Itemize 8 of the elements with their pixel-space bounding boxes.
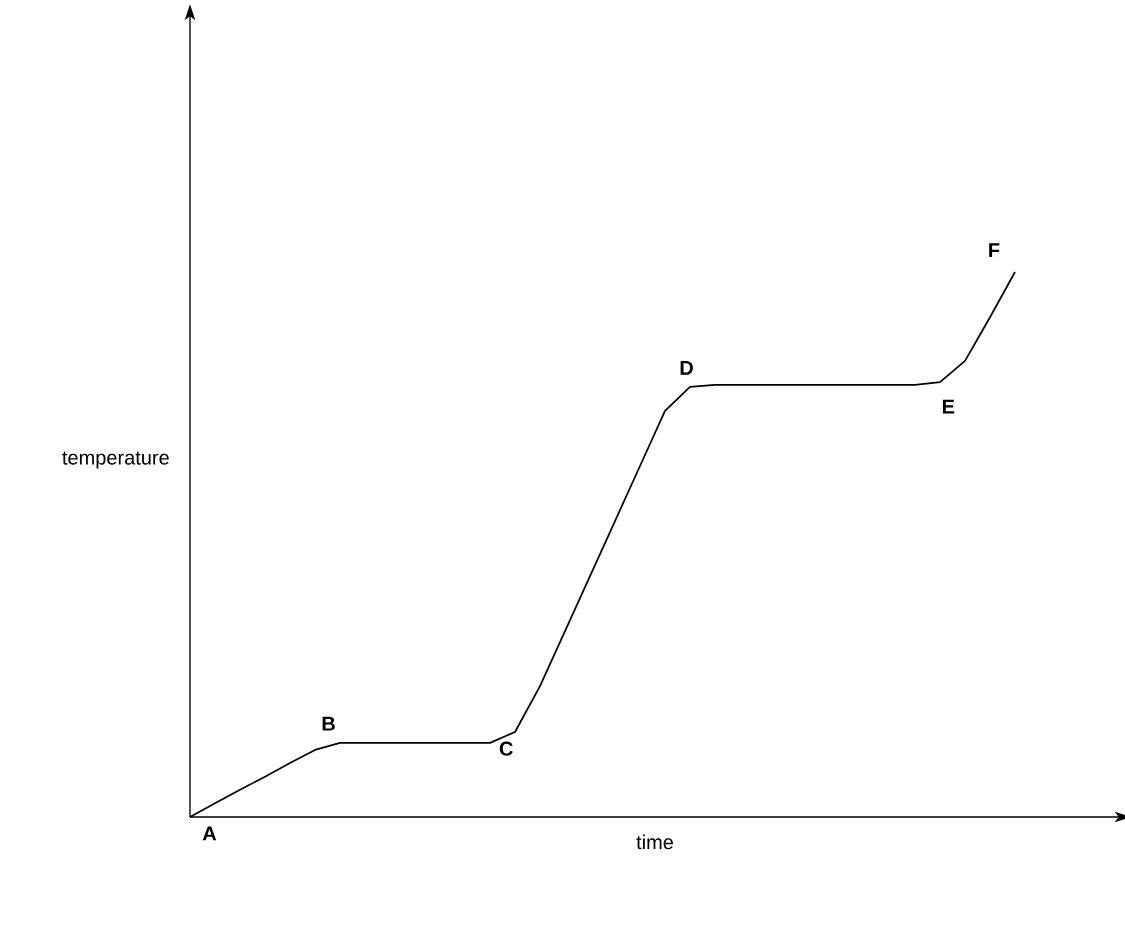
x-axis-title: time [636, 834, 673, 850]
y-axis-title: temperature [62, 451, 169, 469]
annotation: E [942, 399, 955, 414]
annotation: C [499, 741, 513, 756]
annotation: B [322, 716, 335, 731]
annotation: D [680, 360, 693, 375]
text: F [989, 243, 1000, 258]
text: A [202, 826, 217, 841]
